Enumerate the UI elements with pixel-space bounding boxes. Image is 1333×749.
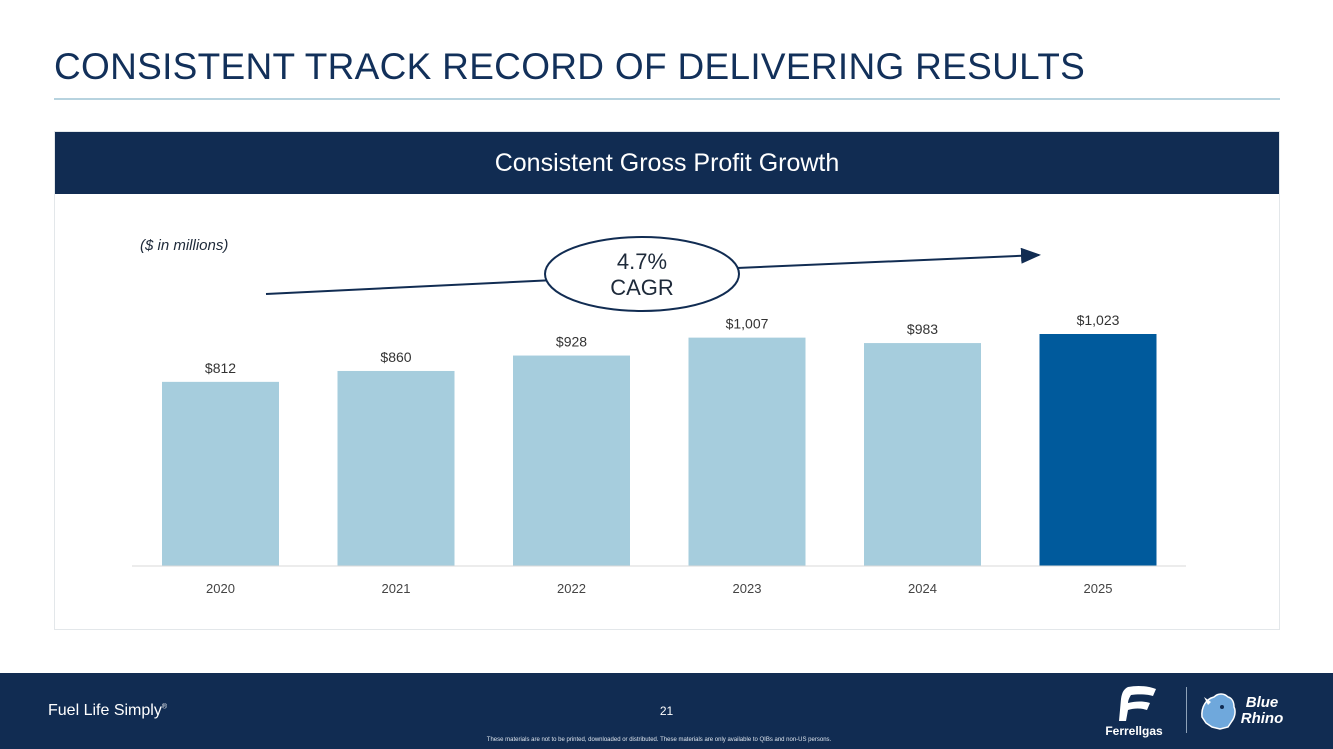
cagr-value: 4.7% [617, 249, 667, 274]
x-tick-label-2022: 2022 [557, 581, 586, 596]
footer-tagline: Fuel Life Simply® [48, 702, 167, 720]
bar-2020 [162, 381, 279, 566]
blue-rhino-logo-line2: Rhino [1241, 710, 1284, 727]
cagr-arrow-head-line [736, 247, 1041, 269]
panel-header-text: Consistent Gross Profit Growth [494, 148, 840, 177]
panel-header: Consistent Gross Profit Growth [55, 132, 1279, 194]
blue-rhino-logo: Blue Rhino [1201, 693, 1284, 730]
page-number: 21 [659, 704, 674, 718]
bar-2024 [864, 343, 981, 566]
bar-2025 [1039, 334, 1157, 566]
cagr-annotation: 4.7% CAGR [265, 236, 1041, 312]
tagline-registered-mark: ® [161, 703, 167, 711]
data-label-2021: $860 [380, 349, 411, 365]
x-tick-label-2020: 2020 [206, 581, 235, 596]
units-note: ($ in millions) [140, 237, 229, 254]
title-divider [54, 98, 1280, 100]
bar-2021 [337, 370, 455, 566]
chart-panel: Consistent Gross Profit Growth ($ in mil… [54, 131, 1280, 630]
data-label-2024: $983 [907, 321, 938, 337]
footer: Fuel Life Simply® 21 These materials are… [0, 673, 1333, 749]
data-label-2025: $1,023 [1077, 312, 1120, 328]
tagline-text: Fuel Life Simply [48, 702, 162, 719]
cagr-label: CAGR [610, 275, 674, 300]
bar-2023 [688, 337, 806, 566]
data-label-2022: $928 [556, 334, 587, 350]
gross-profit-bar-chart: $812 2020 $860 2021 $928 2022 $1,007 2023 $983 20… [132, 236, 1186, 596]
x-tick-label-2024: 2024 [908, 581, 937, 596]
cagr-ellipse [544, 236, 740, 312]
cagr-arrow-line [265, 279, 556, 295]
data-label-2023: $1,007 [726, 316, 769, 332]
logo-divider [1186, 687, 1187, 733]
data-label-2020: $812 [205, 360, 236, 376]
ferrellgas-logo-text: Ferrellgas [1105, 724, 1163, 738]
x-tick-label-2025: 2025 [1084, 581, 1113, 596]
footer-disclaimer: These materials are not to be printed, d… [486, 737, 832, 743]
bar-2022 [513, 355, 630, 566]
slide-title: CONSISTENT TRACK RECORD OF DELIVERING RE… [54, 46, 1086, 87]
x-tick-label-2023: 2023 [733, 581, 762, 596]
blue-rhino-logo-line1: Blue [1246, 694, 1279, 711]
x-tick-label-2021: 2021 [382, 581, 411, 596]
ferrellgas-logo: Ferrellgas [1105, 685, 1163, 738]
